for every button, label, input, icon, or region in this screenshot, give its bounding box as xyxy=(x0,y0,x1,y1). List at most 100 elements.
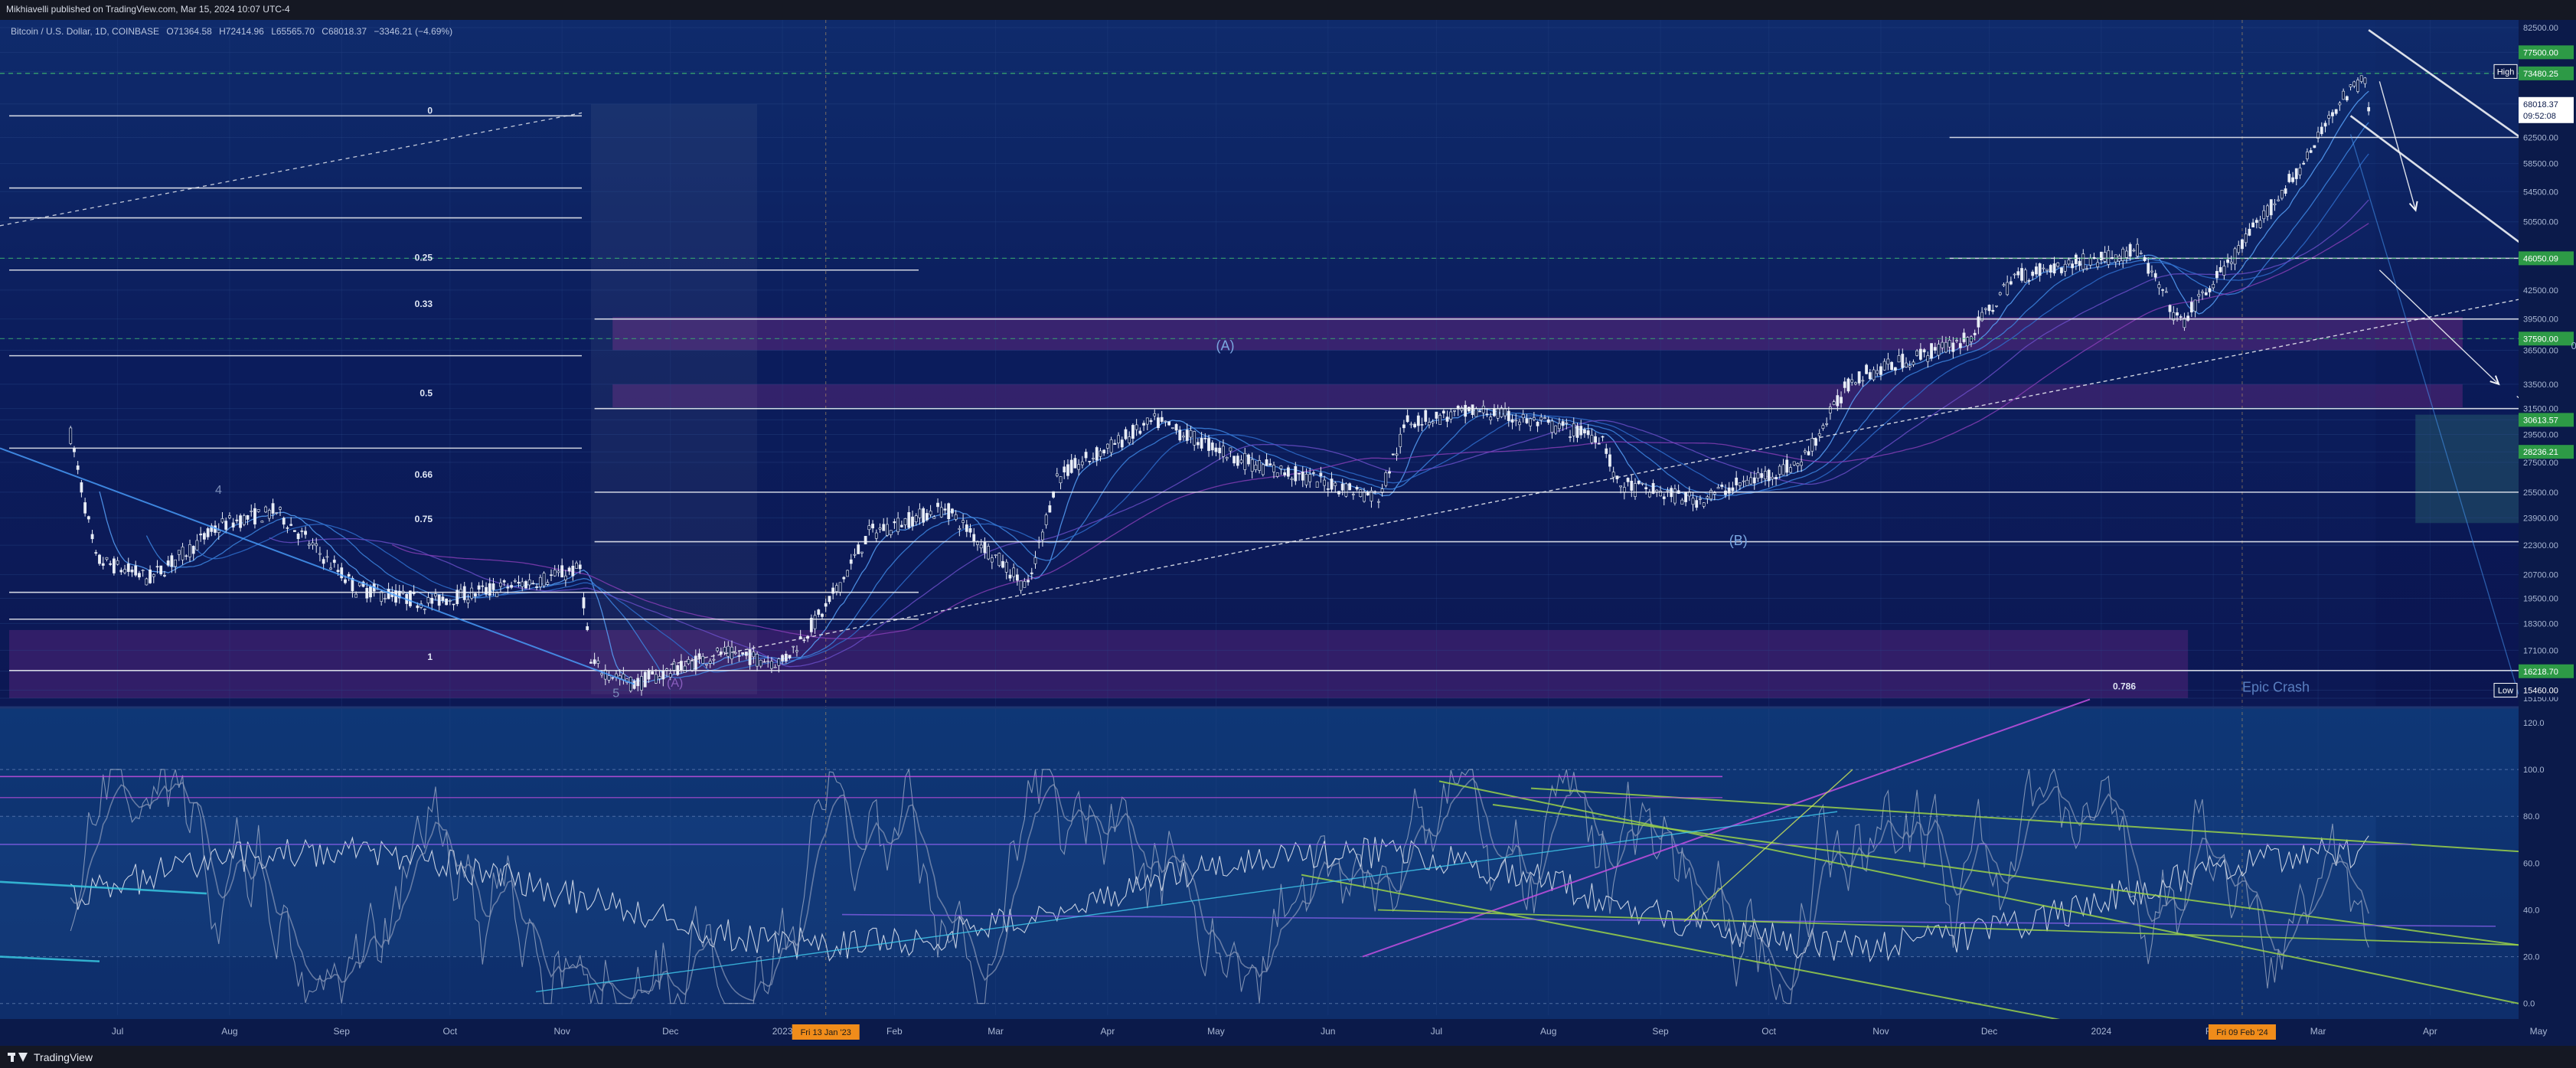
fib-label: 0.5 xyxy=(420,388,433,399)
candle-body xyxy=(380,591,384,602)
candle-body xyxy=(1312,472,1315,474)
candle-body xyxy=(1857,371,1861,384)
candle-body xyxy=(1363,492,1366,502)
candle-body xyxy=(1409,423,1413,426)
projection-arrow xyxy=(2378,269,2499,385)
candle-body xyxy=(311,542,315,546)
candle-body xyxy=(191,546,195,554)
candle-body xyxy=(1261,464,1265,475)
candle-body xyxy=(1644,487,1648,489)
candle-body xyxy=(2258,220,2262,228)
candle-body xyxy=(466,599,470,603)
candle-body xyxy=(2060,267,2063,273)
candle-body xyxy=(1846,378,1850,392)
price-axis-bg xyxy=(2519,20,2576,1046)
candle-body xyxy=(2287,174,2291,182)
symbol-legend: Bitcoin / U.S. Dollar, 1D, COINBASE O713… xyxy=(11,26,457,37)
candle-body xyxy=(1157,417,1160,429)
footer-bar: TradingView xyxy=(0,1046,2576,1068)
fib-label: 0.66 xyxy=(415,469,433,480)
wave-annotation: Epic Crash xyxy=(2242,680,2310,695)
candle-body xyxy=(1004,561,1008,573)
candle-body xyxy=(459,589,462,598)
candle-body xyxy=(893,521,896,524)
candle-body xyxy=(1821,425,1825,429)
candle-body xyxy=(726,645,730,657)
candle-body xyxy=(455,590,459,605)
candle-body xyxy=(1066,464,1069,476)
candle-body xyxy=(2233,248,2237,265)
candle-body xyxy=(517,582,521,584)
price-chart[interactable]: 82500.0077500.0073835.5773480.2568018.37… xyxy=(0,20,2576,1046)
candle-body xyxy=(477,585,481,590)
brand-label: TradingView xyxy=(34,1051,93,1063)
candle-body xyxy=(1546,419,1550,423)
price-axis-tick: 82500.00 xyxy=(2523,24,2558,33)
candle-body xyxy=(1752,477,1756,484)
candle-body xyxy=(510,585,513,588)
candle-body xyxy=(2179,316,2183,318)
candle-body xyxy=(1019,580,1023,591)
time-axis-tick: Nov xyxy=(1872,1026,1889,1037)
rsi-trendline xyxy=(1438,780,2519,1004)
tradingview-brand[interactable]: TradingView xyxy=(8,1051,93,1063)
candle-body xyxy=(632,681,636,689)
candle-body xyxy=(1529,418,1533,426)
candle-body xyxy=(2157,284,2161,289)
candle-body xyxy=(1474,408,1478,417)
candle-body xyxy=(1817,433,1821,436)
candle-body xyxy=(1334,482,1337,486)
candle-body xyxy=(723,647,726,653)
candle-body xyxy=(1922,349,1926,353)
candle-body xyxy=(434,593,437,596)
price-axis-tick: 36500.00 xyxy=(2523,347,2558,356)
candle-body xyxy=(296,533,300,540)
candle-body xyxy=(1340,483,1344,491)
candle-body xyxy=(2298,168,2302,175)
candle-body xyxy=(2251,222,2255,227)
candle-body xyxy=(1977,316,1980,328)
candle-body xyxy=(73,448,76,452)
candle-body xyxy=(2143,256,2147,261)
candle-body xyxy=(1286,467,1290,477)
candle-body xyxy=(184,555,188,557)
candle-body xyxy=(246,515,250,520)
date-marker-label: Fri 13 Jan '23 xyxy=(801,1028,851,1037)
candle-body xyxy=(1485,413,1489,415)
candle-body xyxy=(195,540,199,550)
candle-body xyxy=(462,586,466,600)
candle-body xyxy=(1445,416,1449,422)
candle-body xyxy=(795,650,798,652)
candle-body xyxy=(260,521,264,523)
candle-body xyxy=(1323,479,1326,486)
candle-body xyxy=(521,581,524,587)
candle-body xyxy=(123,569,126,573)
axes-layer: 82500.0077500.0073835.5773480.2568018.37… xyxy=(0,20,2576,1046)
price-level-box xyxy=(2519,664,2574,678)
candle-body xyxy=(2222,266,2226,276)
price-axis-tick: 54500.00 xyxy=(2523,188,2558,197)
price-axis-tick: 42500.00 xyxy=(2523,286,2558,296)
candle-body xyxy=(1716,487,1720,489)
history-shade xyxy=(0,20,2376,707)
candle-body xyxy=(1915,350,1919,356)
price-axis-tick: 50500.00 xyxy=(2523,218,2558,227)
candle-body xyxy=(1651,483,1655,494)
candle-body xyxy=(231,522,235,527)
candle-body xyxy=(1012,567,1016,577)
rsi-trendline xyxy=(1683,769,1853,923)
candle-body xyxy=(1290,478,1294,480)
candle-body xyxy=(899,524,903,527)
candle-body xyxy=(658,676,661,679)
candle-body xyxy=(1973,332,1977,335)
candle-body xyxy=(2063,263,2067,272)
candle-body xyxy=(741,652,745,655)
candle-body xyxy=(2009,281,2013,285)
candle-body xyxy=(365,587,369,599)
candle-body xyxy=(2262,210,2266,220)
candle-body xyxy=(781,655,784,661)
candle-body xyxy=(2345,96,2349,100)
candle-body xyxy=(882,524,886,531)
price-level-box xyxy=(2519,332,2574,346)
candle-body xyxy=(473,593,477,596)
